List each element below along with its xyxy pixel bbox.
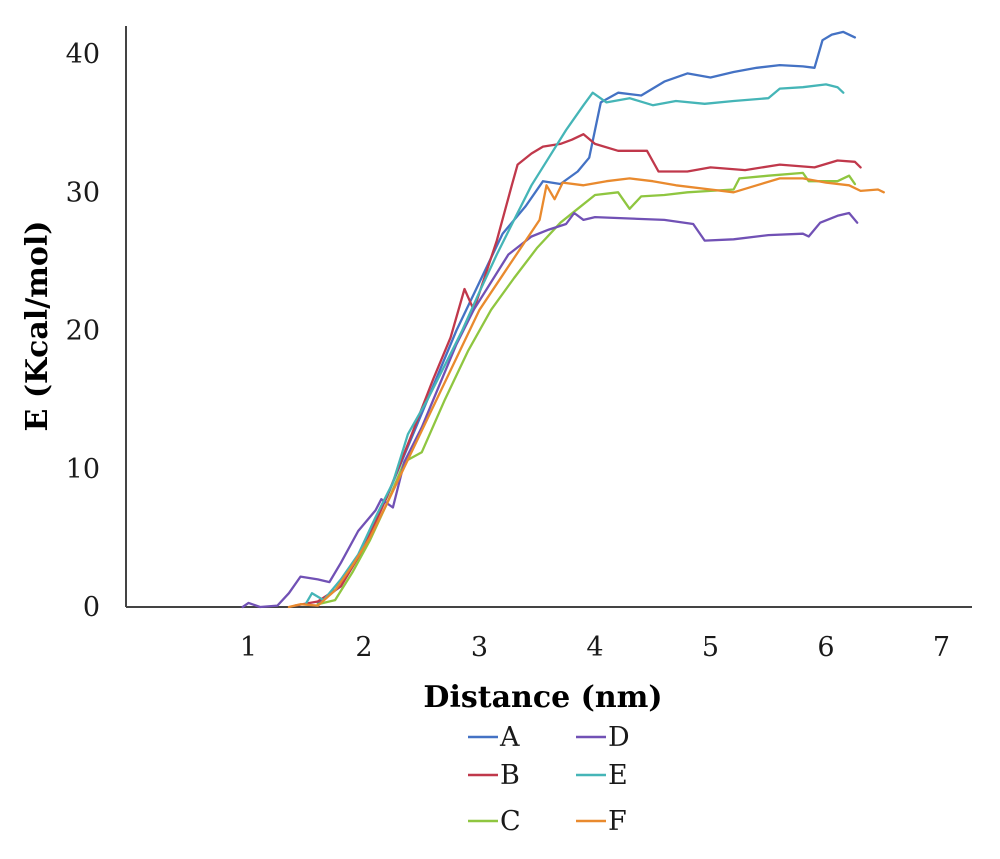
x-axis-ticks: 1 2 3 4 5 6 7 — [240, 632, 950, 663]
y-tick-label: 10 — [66, 454, 100, 485]
legend-label: B — [500, 760, 520, 791]
legend-item-c: C — [468, 806, 521, 837]
x-tick-label: 7 — [933, 632, 950, 663]
series-lines — [241, 30, 885, 609]
series-line-f — [287, 177, 885, 609]
legend-label: A — [499, 722, 520, 753]
x-tick-label: 2 — [355, 632, 372, 663]
legend-label: F — [608, 806, 627, 837]
legend-label: E — [608, 760, 628, 791]
legend-item-e: E — [576, 760, 628, 791]
legend-item-a: A — [468, 722, 520, 753]
series-line-e — [305, 83, 845, 605]
y-axis-ticks: 0 10 20 30 40 — [66, 39, 100, 623]
legend-label: D — [608, 722, 630, 753]
legend-item-f: F — [576, 806, 627, 837]
x-axis-title: Distance (nm) — [423, 680, 662, 715]
legend-item-d: D — [576, 722, 630, 753]
series-line-b — [293, 133, 862, 607]
x-tick-label: 5 — [702, 632, 719, 663]
y-tick-label: 30 — [66, 177, 100, 208]
series-line-a — [316, 30, 857, 605]
y-axis-title: E (Kcal/mol) — [20, 221, 55, 432]
x-tick-label: 3 — [471, 632, 488, 663]
legend: ABC DEF — [468, 722, 630, 837]
x-tick-label: 4 — [586, 632, 603, 663]
y-tick-label: 0 — [83, 592, 100, 623]
series-line-c — [316, 171, 857, 606]
series-line-d — [241, 211, 859, 609]
y-tick-label: 20 — [66, 316, 100, 347]
x-tick-label: 1 — [240, 632, 257, 663]
x-tick-label: 6 — [817, 632, 834, 663]
legend-label: C — [500, 806, 521, 837]
legend-item-b: B — [468, 760, 520, 791]
y-tick-label: 40 — [66, 39, 100, 70]
